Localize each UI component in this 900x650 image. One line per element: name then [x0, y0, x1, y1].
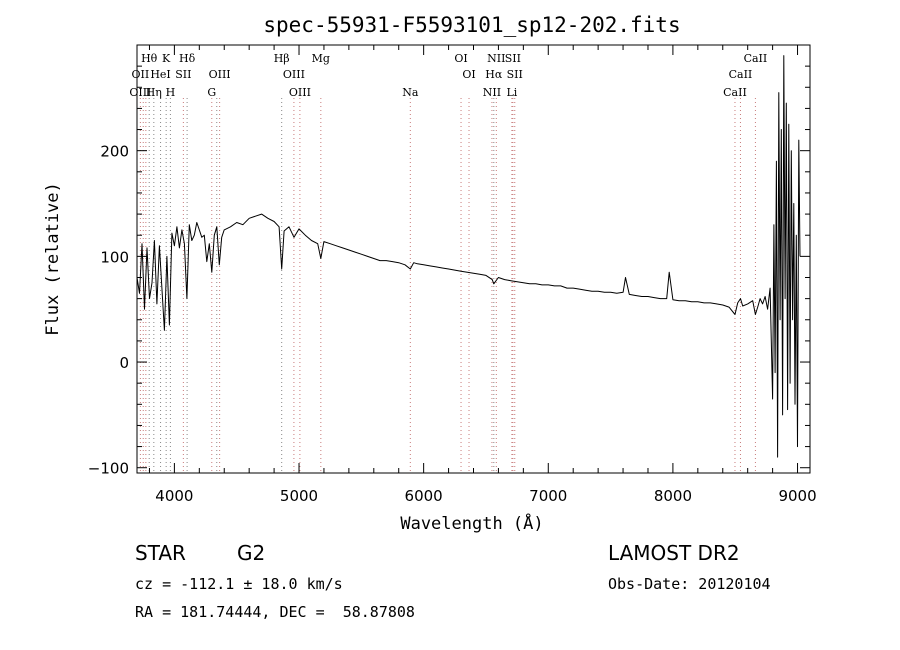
- object-class: STAR: [135, 541, 186, 565]
- line-label: NII: [487, 52, 505, 65]
- x-tick-label: 5000: [280, 487, 318, 505]
- y-tick-label: 0: [119, 354, 129, 372]
- x-tick-label: 9000: [778, 487, 816, 505]
- y-tick-label: 100: [100, 248, 129, 266]
- spectral-subclass: G2: [237, 541, 266, 565]
- line-label: SII: [507, 68, 523, 81]
- y-tick-label: −100: [88, 460, 129, 478]
- line-label: OI: [462, 68, 475, 81]
- x-tick-label: 4000: [155, 487, 193, 505]
- x-tick-label: 6000: [405, 487, 443, 505]
- line-label: Mg: [312, 52, 330, 65]
- line-label: CaII: [744, 52, 768, 65]
- chart-title: spec-55931-F5593101_sp12-202.fits: [263, 13, 680, 37]
- line-label: Hβ: [274, 52, 290, 65]
- line-label: Hθ: [141, 52, 158, 65]
- line-label: G: [207, 86, 216, 99]
- y-tick-label: 200: [100, 143, 129, 161]
- marker-lines: [139, 98, 756, 473]
- x-tick-label: 7000: [529, 487, 567, 505]
- spectrum-series-line: [136, 55, 801, 458]
- observation-date: Obs-Date: 20120104: [608, 575, 771, 593]
- line-label: Hη: [146, 86, 162, 99]
- line-label: CaII: [729, 68, 753, 81]
- x-tick-label: 8000: [654, 487, 692, 505]
- line-label: OIII: [209, 68, 231, 81]
- line-label: OIII: [283, 68, 305, 81]
- line-label: OIII: [289, 86, 311, 99]
- line-label: H: [166, 86, 176, 99]
- line-label: Hδ: [179, 52, 196, 65]
- axis-ticks: 4000 5000 6000 7000 8000 9000 −100 0 100 200: [88, 45, 817, 505]
- plot-frame: [136, 44, 811, 474]
- coordinates: RA = 181.74444, DEC = 58.87808: [135, 603, 415, 621]
- line-label: OII: [132, 68, 150, 81]
- line-label: SII: [505, 52, 521, 65]
- survey-name: LAMOST DR2: [608, 541, 740, 565]
- line-label: Na: [402, 86, 419, 99]
- line-label: NII: [483, 86, 501, 99]
- line-label: Hα: [485, 68, 503, 81]
- y-axis-label: Flux (relative): [43, 182, 63, 336]
- line-label: HeI: [150, 68, 170, 81]
- line-label: OIII: [129, 86, 151, 99]
- line-label: Li: [506, 86, 517, 99]
- line-label: K: [162, 52, 171, 65]
- redshift-velocity: cz = -112.1 ± 18.0 km/s: [135, 575, 343, 593]
- series-layer: [136, 55, 801, 458]
- x-axis-label: Wavelength (Å): [400, 512, 543, 534]
- line-label: OI: [454, 52, 467, 65]
- line-label: CaII: [723, 86, 747, 99]
- line-label: SII: [175, 68, 191, 81]
